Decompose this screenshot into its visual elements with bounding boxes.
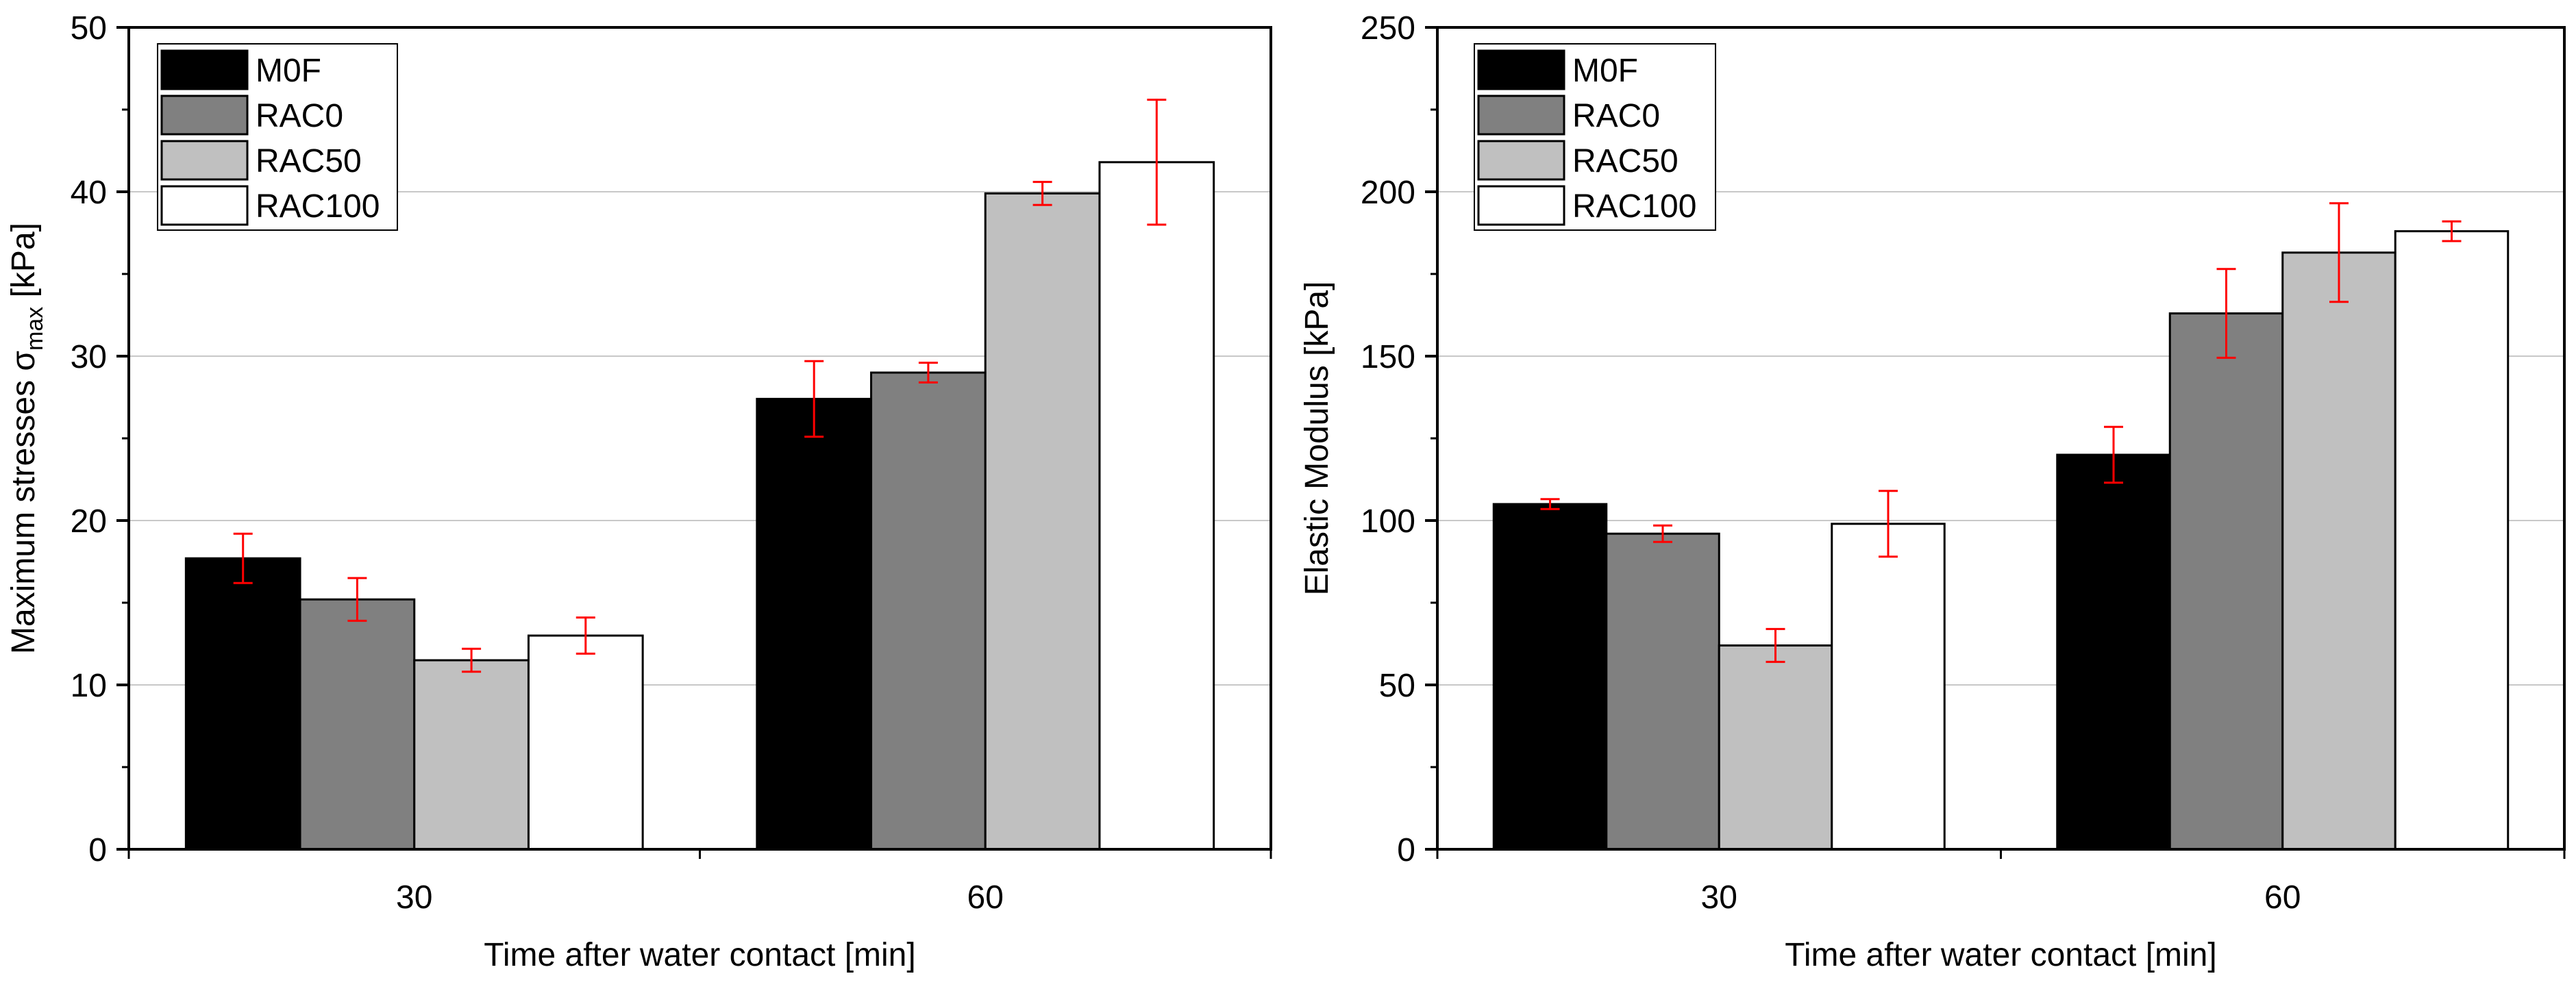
legend-swatch-m0f xyxy=(160,49,249,90)
bar-rac50-30 xyxy=(413,659,530,851)
bar-rac100-60 xyxy=(2394,230,2510,851)
error-bar xyxy=(2442,220,2462,242)
error-bar xyxy=(1540,498,1560,510)
error-bar xyxy=(1032,181,1052,206)
bar-m0f-60 xyxy=(756,397,873,851)
y-axis-title: Maximum stresses σmax [kPa] xyxy=(5,223,48,654)
error-bar xyxy=(1879,490,1898,558)
error-bar xyxy=(2216,268,2236,359)
y-tick-label: 0 xyxy=(88,832,107,868)
legend-swatch-rac0 xyxy=(1477,95,1565,136)
bar-rac50-60 xyxy=(2281,251,2397,851)
y-tick-label: 40 xyxy=(71,175,107,211)
legend-label: RAC50 xyxy=(1572,143,1679,179)
bar-rac0-30 xyxy=(1605,532,1720,851)
legend-swatch-rac100 xyxy=(1477,185,1565,226)
legend: M0F RAC0 RAC50 RAC100 xyxy=(157,43,398,231)
x-axis-title: Time after water contact [min] xyxy=(484,937,915,973)
y-tick-label: 200 xyxy=(1361,175,1415,211)
y-tick-label: 30 xyxy=(71,339,107,375)
y-tick-label: 50 xyxy=(1379,668,1415,704)
bar-rac100-60 xyxy=(1098,161,1215,851)
y-axis-title-unit: [kPa] xyxy=(5,223,42,307)
bar-m0f-30 xyxy=(1492,503,1608,851)
y-tick-label: 10 xyxy=(71,668,107,704)
error-bar xyxy=(1147,99,1167,226)
y-axis-title: Elastic Modulus [kPa] xyxy=(1299,281,1335,596)
x-tick-label: 30 xyxy=(1701,879,1737,916)
bar-rac100-30 xyxy=(527,634,644,851)
y-axis-title-main: Maximum stresses σ xyxy=(5,351,42,654)
y-axis-title-subscript: max xyxy=(22,307,48,351)
bar-rac50-30 xyxy=(1718,644,1833,851)
error-bar xyxy=(462,647,482,673)
legend-label: RAC100 xyxy=(256,188,380,225)
legend-label: RAC50 xyxy=(256,143,362,179)
error-bar xyxy=(918,362,938,384)
x-tick-label: 60 xyxy=(2264,879,2301,916)
y-tick-label: 150 xyxy=(1361,339,1415,375)
legend-label: RAC0 xyxy=(1572,98,1660,134)
legend-swatch-rac0 xyxy=(160,95,249,136)
legend-label: M0F xyxy=(1572,53,1638,89)
y-tick-label: 250 xyxy=(1361,10,1415,47)
x-axis-title: Time after water contact [min] xyxy=(1785,937,2216,973)
error-bar xyxy=(1653,524,1672,543)
stress-chart: 0 10 20 30 40 50 30 60 Time after water contact … xyxy=(5,10,1272,973)
error-bar xyxy=(2329,202,2349,303)
legend-label: M0F xyxy=(256,53,321,89)
legend: M0F RAC0 RAC50 RAC100 xyxy=(1474,43,1716,231)
legend-label: RAC100 xyxy=(1572,188,1696,225)
x-tick-label: 30 xyxy=(396,879,432,916)
legend-swatch-rac100 xyxy=(160,185,249,226)
legend-swatch-rac50 xyxy=(160,140,249,181)
bar-rac0-30 xyxy=(299,598,416,851)
bar-rac100-30 xyxy=(1831,523,1946,851)
y-axis-title-main: Elastic Modulus [kPa] xyxy=(1299,281,1335,596)
y-tick-label: 20 xyxy=(71,503,107,540)
bar-rac50-60 xyxy=(984,192,1101,851)
error-bar xyxy=(804,360,824,438)
error-bar xyxy=(233,532,253,584)
y-tick-label: 0 xyxy=(1397,832,1415,868)
error-bar xyxy=(575,616,595,655)
error-bar xyxy=(1766,627,1785,663)
legend-swatch-rac50 xyxy=(1477,140,1565,181)
x-tick-label: 60 xyxy=(967,879,1004,916)
modulus-chart: 0 50 100 150 200 250 30 60 Time after water cont… xyxy=(1299,10,2566,973)
y-tick-label: 50 xyxy=(71,10,107,47)
bar-m0f-60 xyxy=(2056,453,2171,851)
legend-label: RAC0 xyxy=(256,98,343,134)
y-tick-label: 100 xyxy=(1361,503,1415,540)
bar-m0f-30 xyxy=(184,557,301,851)
bar-rac0-60 xyxy=(870,371,987,851)
error-bar xyxy=(2104,425,2123,484)
bar-rac0-60 xyxy=(2168,312,2284,851)
legend-swatch-m0f xyxy=(1477,49,1565,90)
error-bar xyxy=(347,577,367,622)
